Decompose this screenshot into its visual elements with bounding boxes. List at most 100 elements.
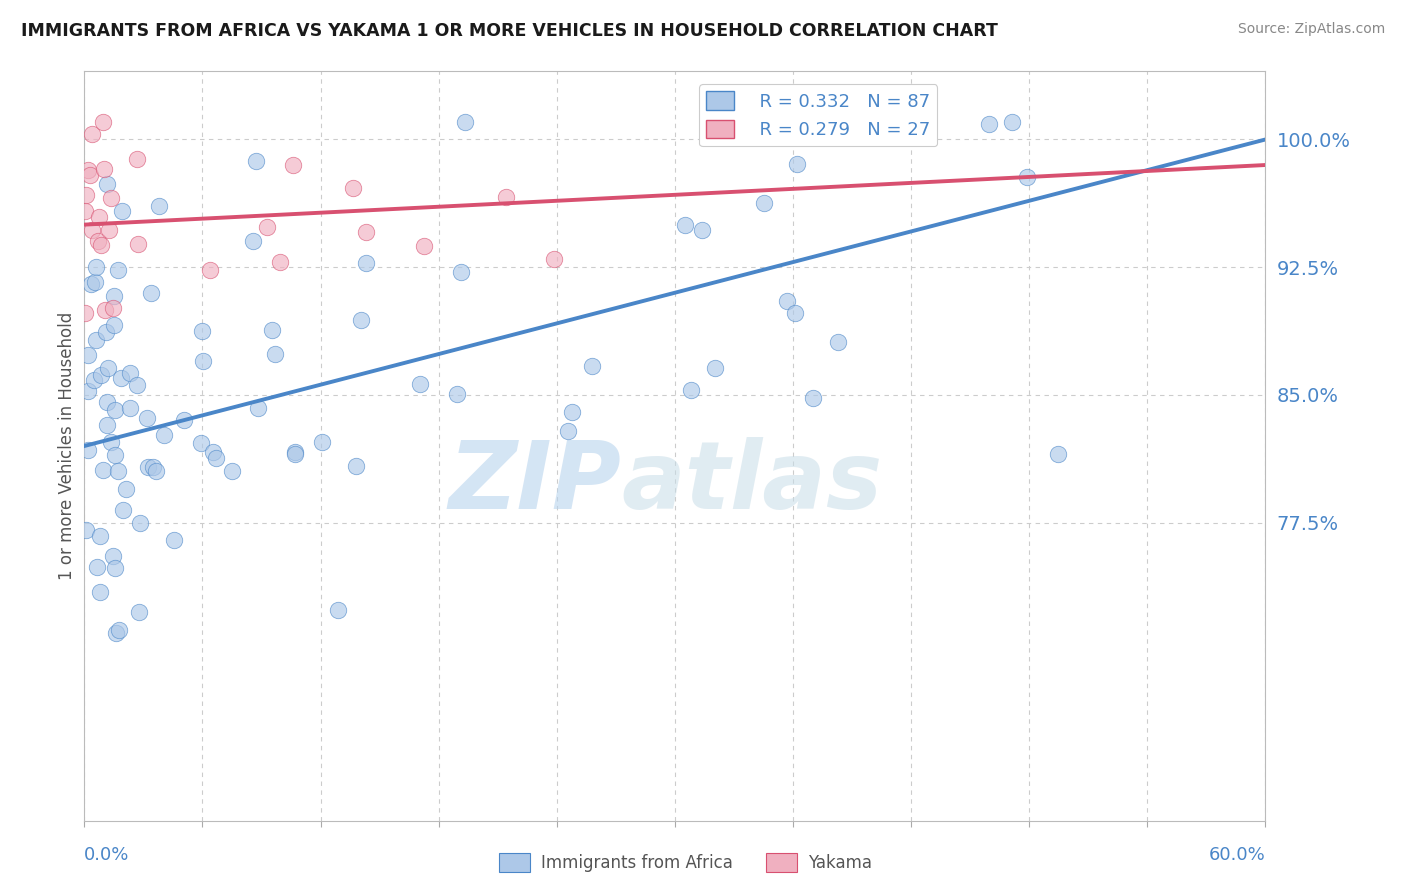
Point — [118, 401, 141, 416]
Point — [495, 190, 517, 204]
Point — [262, 323, 284, 337]
Point — [111, 203, 134, 218]
Point — [1015, 169, 1038, 184]
Point — [96, 395, 118, 409]
Point — [103, 318, 125, 332]
Point — [446, 387, 468, 401]
Point — [786, 157, 808, 171]
Point — [703, 361, 725, 376]
Point — [87, 234, 110, 248]
Point — [191, 354, 214, 368]
Point — [245, 154, 267, 169]
Point — [91, 115, 114, 129]
Point — [413, 239, 436, 253]
Point — [91, 463, 114, 477]
Text: Source: ZipAtlas.com: Source: ZipAtlas.com — [1237, 22, 1385, 37]
Point — [326, 602, 349, 616]
Point — [221, 464, 243, 478]
Point — [76, 348, 98, 362]
Point — [105, 626, 128, 640]
Point — [690, 223, 713, 237]
Point — [104, 560, 127, 574]
Point — [135, 410, 157, 425]
Point — [256, 220, 278, 235]
Point — [264, 346, 287, 360]
Point — [115, 482, 138, 496]
Point — [561, 405, 583, 419]
Point — [201, 445, 224, 459]
Legend:   R = 0.332   N = 87,   R = 0.279   N = 27: R = 0.332 N = 87, R = 0.279 N = 27 — [699, 84, 938, 146]
Y-axis label: 1 or more Vehicles in Household: 1 or more Vehicles in Household — [58, 312, 76, 580]
Point — [284, 446, 307, 460]
Text: Yakama: Yakama — [808, 854, 873, 871]
Point — [679, 384, 702, 398]
Point — [83, 373, 105, 387]
Point — [129, 516, 152, 530]
Point — [107, 263, 129, 277]
Point — [173, 413, 195, 427]
Point — [128, 605, 150, 619]
Point — [96, 177, 118, 191]
Point — [139, 286, 162, 301]
Point — [86, 560, 108, 574]
Point — [84, 334, 107, 348]
Point — [80, 277, 103, 291]
Text: atlas: atlas — [621, 437, 883, 530]
Point — [356, 225, 378, 239]
Point — [79, 168, 101, 182]
Point — [581, 359, 603, 374]
Point — [110, 371, 132, 385]
Point — [107, 623, 129, 637]
Point — [163, 533, 186, 547]
Point — [205, 450, 228, 465]
Point — [311, 434, 333, 449]
Point — [75, 187, 97, 202]
Point — [90, 237, 112, 252]
Point — [342, 180, 364, 194]
Point — [76, 162, 98, 177]
Point — [979, 117, 1001, 131]
Point — [94, 325, 117, 339]
Text: Immigrants from Africa: Immigrants from Africa — [541, 854, 733, 871]
Point — [87, 210, 110, 224]
Point — [776, 294, 799, 309]
Point — [543, 252, 565, 266]
Text: 60.0%: 60.0% — [1209, 847, 1265, 864]
Text: ZIP: ZIP — [449, 437, 621, 530]
Point — [142, 459, 165, 474]
Point — [673, 218, 696, 232]
Point — [89, 585, 111, 599]
Point — [104, 402, 127, 417]
Point — [89, 529, 111, 543]
Point — [75, 204, 97, 219]
Point — [191, 324, 214, 338]
Point — [450, 265, 472, 279]
Point — [198, 263, 221, 277]
Text: IMMIGRANTS FROM AFRICA VS YAKAMA 1 OR MORE VEHICLES IN HOUSEHOLD CORRELATION CHA: IMMIGRANTS FROM AFRICA VS YAKAMA 1 OR MO… — [21, 22, 998, 40]
Point — [100, 435, 122, 450]
Point — [83, 276, 105, 290]
Point — [127, 237, 149, 252]
Point — [409, 376, 432, 391]
Point — [281, 158, 304, 172]
Point — [75, 524, 97, 538]
Point — [136, 460, 159, 475]
Text: 0.0%: 0.0% — [84, 847, 129, 864]
Point — [104, 449, 127, 463]
Point — [90, 368, 112, 382]
Point — [77, 384, 100, 398]
Point — [80, 128, 103, 142]
Point — [112, 503, 135, 517]
Point — [127, 153, 149, 167]
Point — [801, 391, 824, 405]
Point — [103, 289, 125, 303]
Point — [242, 234, 264, 248]
Point — [246, 401, 269, 415]
Point — [453, 115, 475, 129]
Point — [84, 260, 107, 274]
Point — [153, 428, 176, 442]
Point — [1046, 447, 1069, 461]
Point — [77, 443, 100, 458]
Point — [785, 306, 807, 320]
Point — [557, 424, 579, 438]
